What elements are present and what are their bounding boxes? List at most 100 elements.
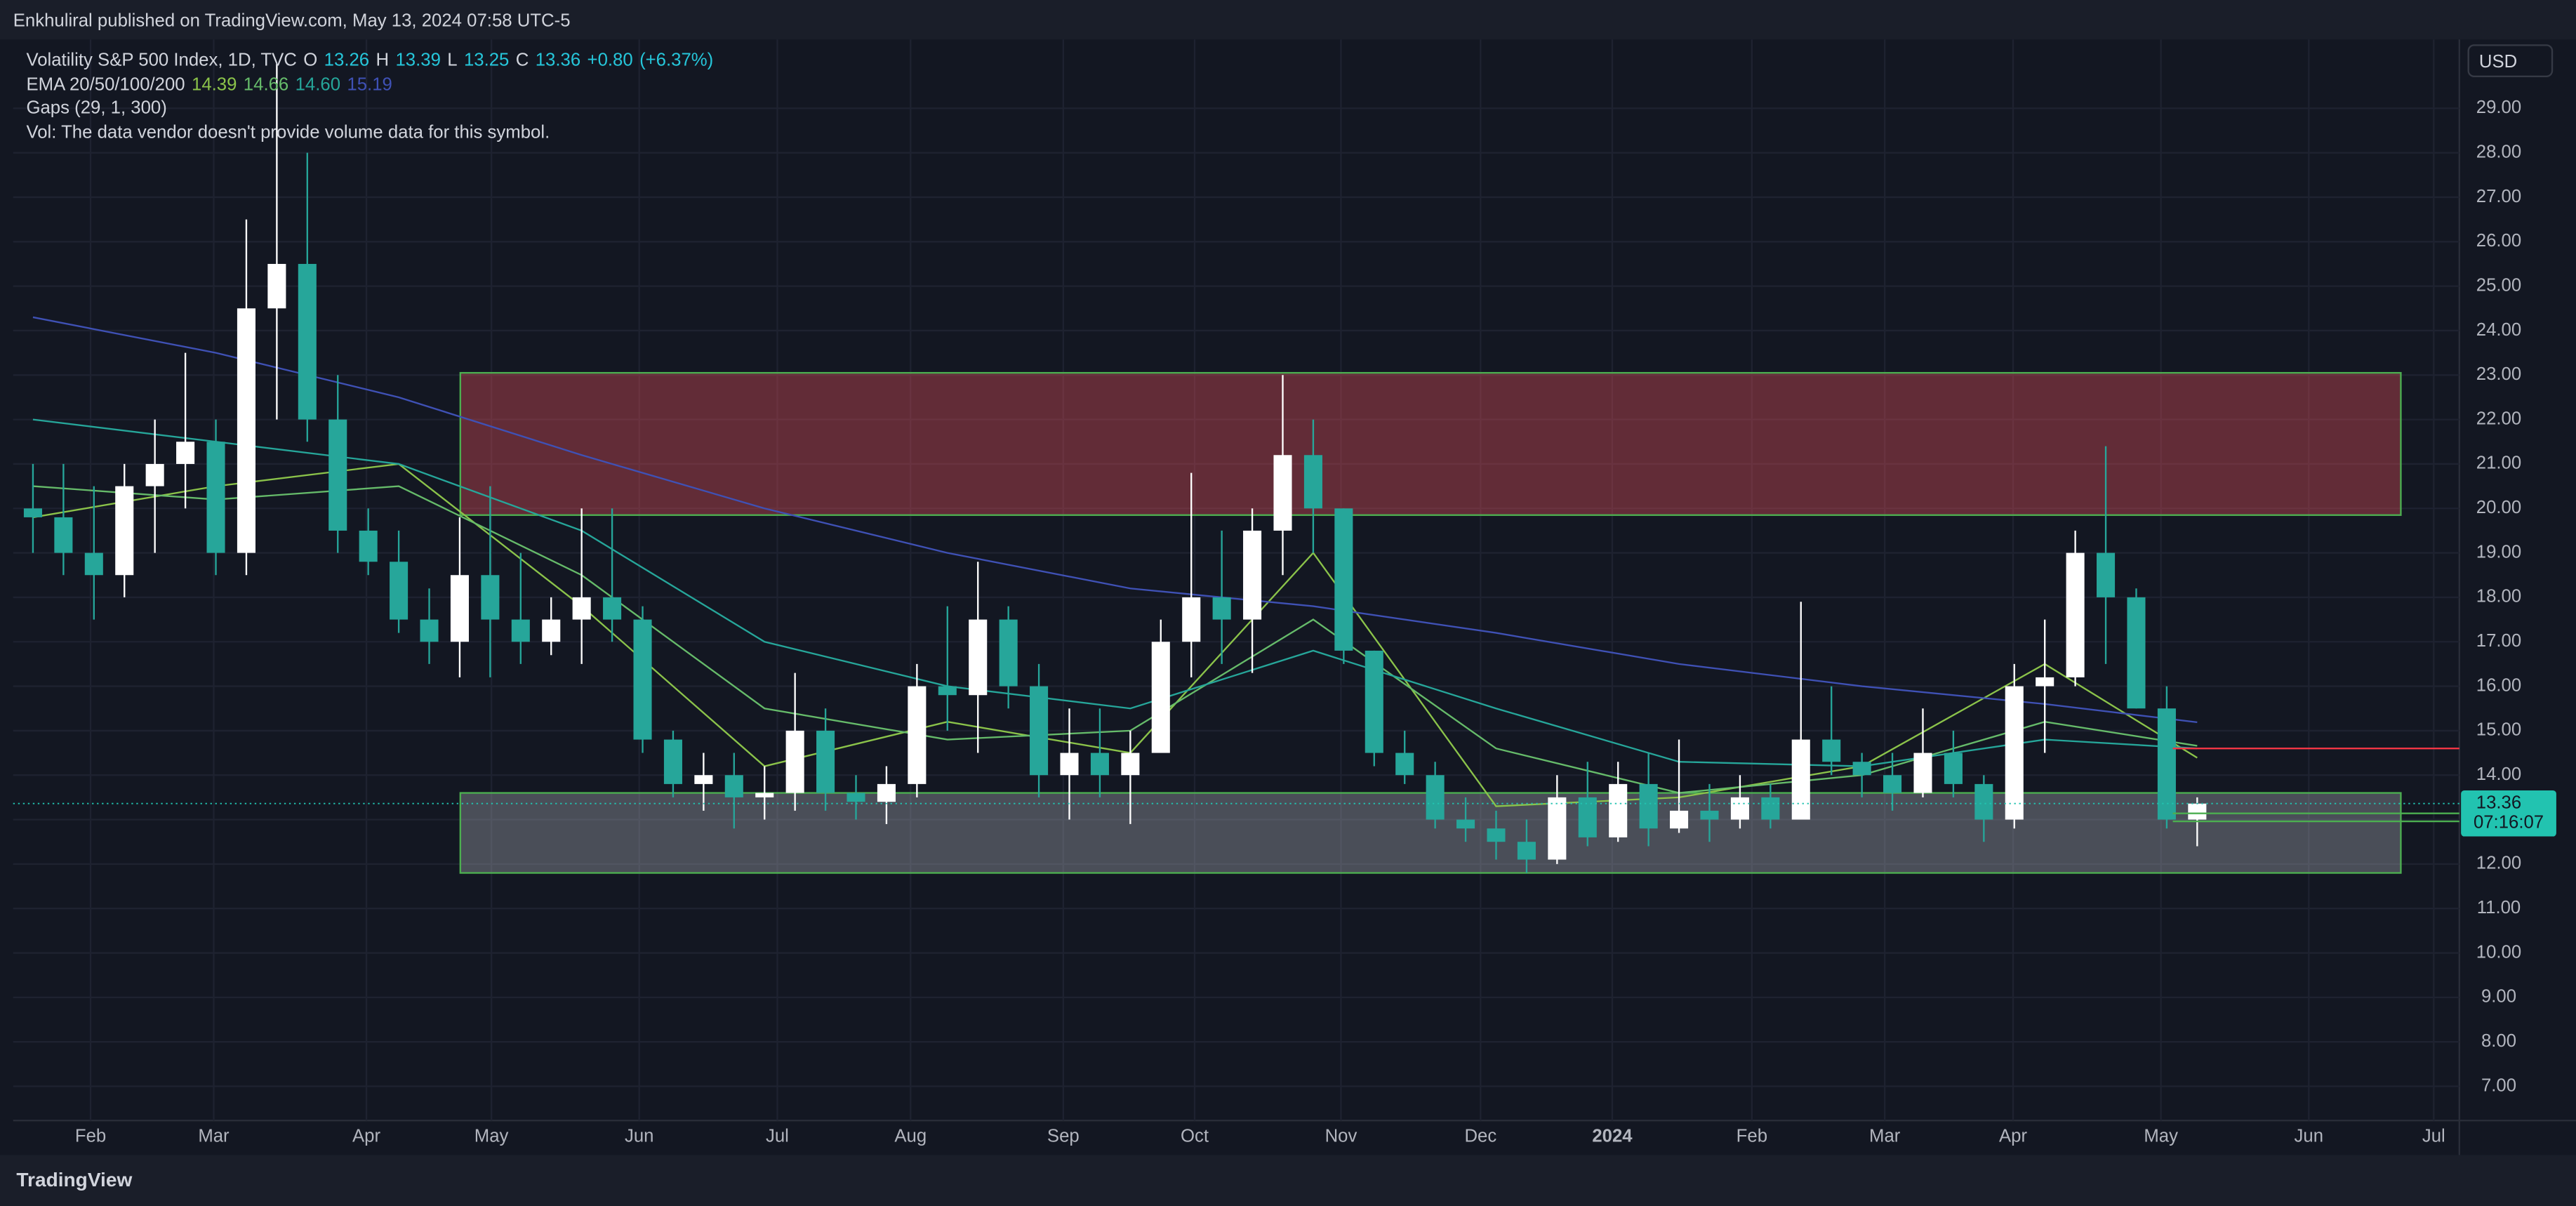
candle-body [23, 508, 42, 517]
candle-body [2036, 677, 2054, 687]
candle-body [1609, 783, 1628, 837]
candle-body [908, 686, 927, 784]
ema-value: 14.60 [295, 74, 341, 95]
candle-body [572, 597, 591, 620]
candle-body [1700, 810, 1719, 820]
ohlc-value: 13.26 [324, 51, 370, 71]
y-tick-label: 28.00 [2476, 142, 2521, 161]
candle-body [1365, 650, 1383, 753]
y-tick-label: 10.00 [2476, 942, 2521, 962]
header-bar [0, 0, 2576, 40]
candle-body [1791, 739, 1810, 820]
y-tick-label: 27.00 [2476, 187, 2521, 206]
ema-legend: EMA 20/50/100/200 14.39 14.66 14.60 15.19 [26, 73, 719, 97]
candle-body [1395, 753, 1414, 776]
ohlc-key: C [515, 51, 529, 71]
ema-line [32, 485, 2198, 794]
y-tick-label: 8.00 [2481, 1031, 2516, 1051]
ema-value: 14.66 [243, 74, 289, 95]
y-tick-label: 11.00 [2477, 898, 2521, 917]
candle-body [1822, 739, 1841, 762]
y-tick-label: 18.00 [2476, 587, 2521, 607]
x-tick-label: Dec [1464, 1126, 1496, 1146]
x-tick-label: 2024 [1592, 1126, 1633, 1146]
y-tick-label: 9.00 [2481, 987, 2516, 1007]
x-tick-label: Jun [625, 1126, 654, 1146]
y-tick-label: 20.00 [2476, 498, 2521, 517]
candle-body [145, 463, 164, 486]
x-tick-label: Feb [1737, 1126, 1767, 1146]
y-tick-label: 12.00 [2476, 854, 2521, 873]
candle-body [1517, 842, 1536, 860]
candle-body [1730, 797, 1749, 820]
candle-body [1456, 819, 1475, 829]
candle-body [54, 517, 73, 553]
candle-body [633, 619, 652, 740]
x-tick-label: Mar [1869, 1126, 1901, 1146]
candle-body [1883, 775, 1902, 793]
candle-body [511, 619, 530, 642]
candle-body [938, 686, 957, 696]
candle-body [785, 730, 804, 793]
x-tick-label: May [2144, 1126, 2178, 1146]
brand: TradingView [16, 1168, 133, 1191]
x-tick-label: Jul [2422, 1126, 2445, 1146]
candle-body [816, 730, 835, 793]
y-tick-label: 26.00 [2476, 231, 2521, 251]
ohlc-key: H [376, 51, 390, 71]
x-tick-label: Feb [75, 1126, 106, 1146]
footer-bar [0, 1155, 2576, 1206]
candle-body [1944, 753, 1963, 784]
x-tick-label: Aug [894, 1126, 927, 1146]
candle-body [84, 552, 103, 576]
ohlc-key: O [303, 51, 318, 71]
candle-body [1761, 797, 1780, 820]
x-tick-label: Apr [1999, 1126, 2027, 1146]
candle-body [2005, 686, 2024, 820]
y-tick-label: 25.00 [2476, 275, 2521, 295]
ema-value: 14.39 [192, 74, 237, 95]
y-tick-label: 23.00 [2476, 364, 2521, 384]
candle-body [969, 619, 988, 696]
candle-body [1121, 753, 1140, 776]
x-tick-label: May [474, 1126, 509, 1146]
candle-body [1212, 597, 1231, 620]
y-tick-label: 21.00 [2476, 453, 2521, 473]
ohlc-key: L [447, 51, 458, 71]
plot [13, 64, 2459, 874]
x-tick-label: Sep [1047, 1126, 1080, 1146]
candle-body [1913, 753, 1932, 793]
header: Enkhuliral published on TradingView.com,… [13, 11, 571, 32]
candle-body [1273, 455, 1292, 531]
candle-body [2066, 552, 2085, 677]
x-tick-label: Nov [1325, 1126, 1357, 1146]
candle-body [237, 308, 255, 553]
candle-body [999, 619, 1018, 687]
ema-value: 15.19 [347, 74, 392, 95]
x-tick-label: Jul [766, 1126, 789, 1146]
candle-body [206, 442, 225, 553]
currency-button[interactable]: USD [2467, 44, 2554, 78]
symbol-legend: Volatility S&P 500 Index, 1D, TVC O 13.26 H… [26, 49, 719, 73]
candle-body [450, 575, 469, 642]
y-tick-label: 16.00 [2476, 675, 2521, 695]
candle-body [1182, 597, 1201, 642]
candle-body [481, 575, 500, 620]
y-tick-label: 19.00 [2476, 542, 2521, 562]
change-pct: (+6.37%) [639, 51, 714, 71]
x-tick-label: Apr [352, 1126, 380, 1146]
candle-body [663, 739, 682, 784]
countdown-label: 07:16:07 [2474, 813, 2544, 833]
candle-body [267, 263, 286, 309]
candle-body [755, 793, 774, 797]
price-badge [2461, 790, 2556, 837]
change: +0.80 [587, 51, 633, 71]
ema-line [32, 316, 2198, 724]
axes: 7.008.009.0010.0011.0012.0013.0014.0015.… [75, 98, 2556, 1146]
candle-body [1303, 455, 1322, 509]
zone [459, 371, 2402, 516]
candle-body [1243, 530, 1262, 620]
symbol-title: Volatility S&P 500 Index, 1D, TVC [26, 51, 297, 71]
